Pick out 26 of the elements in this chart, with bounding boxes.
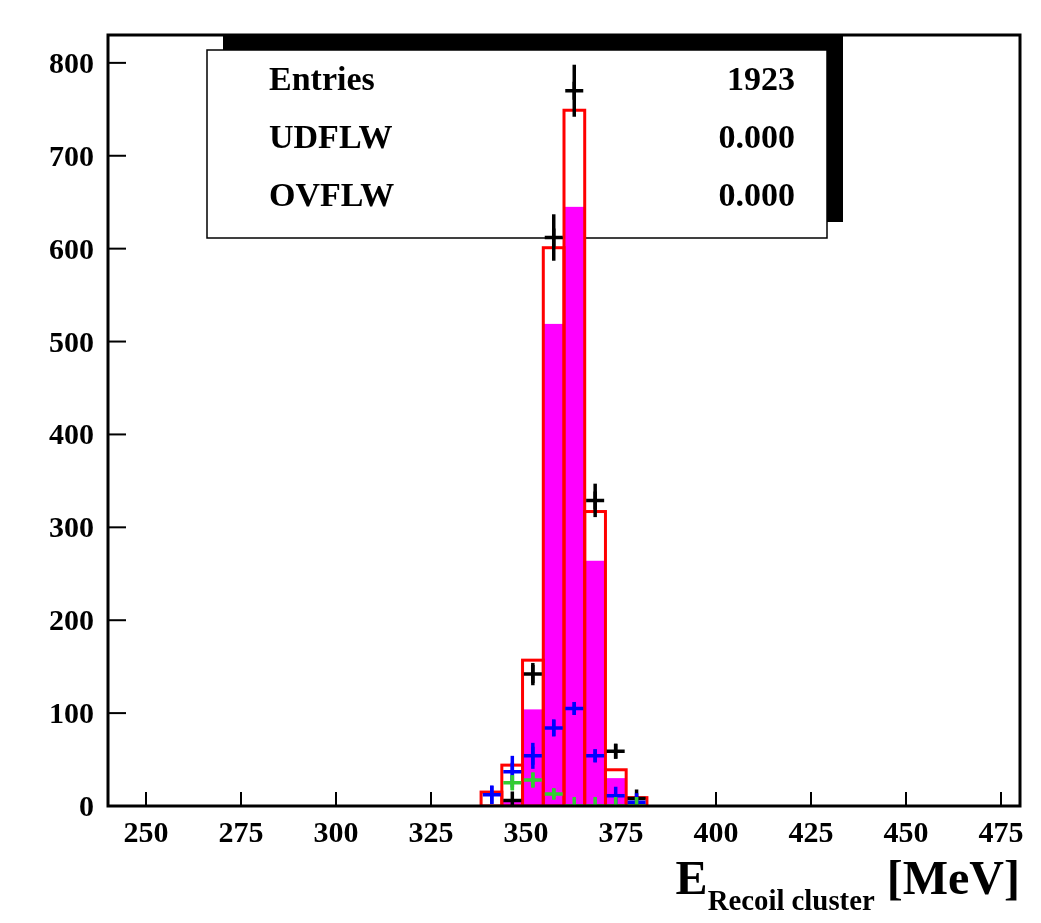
annotation: 0.000 bbox=[718, 176, 795, 213]
x-axis-title: E$_{Recoil cluster}$ [MeV] bbox=[675, 851, 1020, 916]
annotation: 0.000 bbox=[718, 118, 795, 155]
y-tick-label: 500 bbox=[49, 324, 94, 358]
y-tick-label: 100 bbox=[49, 696, 94, 730]
x-tick-label: 300 bbox=[313, 815, 359, 848]
x-tick-label: 325 bbox=[408, 815, 454, 848]
x-tick-label: 375 bbox=[598, 815, 644, 848]
y-tick-label: 800 bbox=[49, 45, 94, 79]
annotation: UDFLW bbox=[269, 118, 393, 155]
y-tick-label: 600 bbox=[49, 231, 94, 265]
y-tick-label: 0 bbox=[79, 789, 94, 822]
x-tick-label: 425 bbox=[788, 815, 834, 848]
annotation: 1923 bbox=[727, 60, 795, 97]
x-tick-label: 350 bbox=[503, 815, 549, 848]
x-tick-label: 475 bbox=[978, 815, 1024, 848]
x-tick-label: 275 bbox=[218, 815, 264, 848]
x-tick-label: 400 bbox=[693, 815, 739, 848]
x-tick-label: 450 bbox=[883, 815, 929, 848]
y-tick-label: 700 bbox=[49, 138, 94, 172]
y-tick-label: 300 bbox=[49, 510, 94, 544]
annotation: OVFLW bbox=[269, 176, 395, 213]
y-tick-label: 200 bbox=[49, 603, 94, 637]
x-tick-label: 250 bbox=[123, 815, 169, 848]
y-tick-label: 400 bbox=[49, 417, 94, 451]
annotation: Entries bbox=[269, 60, 375, 97]
